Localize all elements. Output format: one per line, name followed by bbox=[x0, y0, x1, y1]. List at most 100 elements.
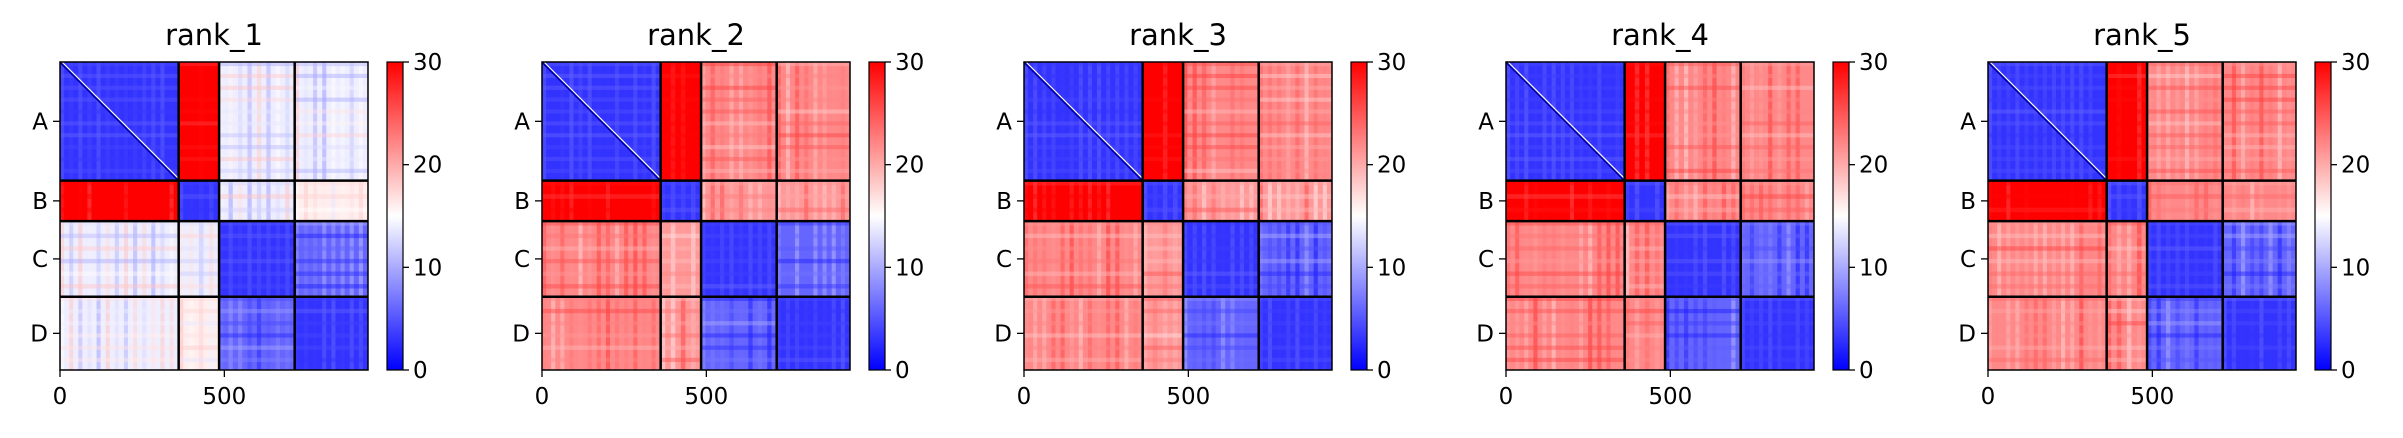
heatmap-texture bbox=[2106, 85, 2148, 90]
heatmap-texture bbox=[2106, 133, 2148, 138]
heatmap-texture bbox=[1740, 85, 1814, 90]
heatmap-texture bbox=[1542, 296, 1547, 370]
heatmap-texture bbox=[2165, 296, 2171, 370]
heatmap-texture bbox=[1665, 109, 1741, 114]
heatmap-texture bbox=[2106, 109, 2148, 114]
heatmap-texture bbox=[1740, 207, 1814, 213]
heatmap-texture bbox=[1024, 180, 1143, 186]
heatmap-texture bbox=[1211, 296, 1216, 370]
heatmap-texture bbox=[1721, 296, 1727, 370]
heatmap-texture bbox=[542, 109, 661, 114]
heatmap-texture bbox=[1624, 180, 1630, 222]
heatmap-texture bbox=[198, 180, 204, 222]
heatmap-texture bbox=[303, 296, 308, 370]
heatmap-texture bbox=[660, 333, 702, 338]
heatmap-texture bbox=[767, 296, 772, 370]
heatmap-texture bbox=[2231, 296, 2236, 370]
heatmap-texture bbox=[1258, 62, 1332, 67]
heatmap-texture bbox=[542, 345, 661, 350]
heatmap-texture bbox=[624, 62, 629, 181]
heatmap-texture bbox=[633, 180, 638, 222]
heatmap-texture bbox=[2042, 296, 2047, 370]
heatmap-texture bbox=[1142, 221, 1148, 297]
heatmap-texture bbox=[2213, 180, 2218, 222]
heatmap-texture bbox=[542, 271, 661, 276]
heatmap-texture bbox=[2147, 221, 2152, 297]
heatmap-texture bbox=[1024, 73, 1143, 79]
heatmap-texture bbox=[160, 221, 165, 297]
heatmap-texture bbox=[690, 221, 696, 297]
heatmap-texture bbox=[1997, 180, 2002, 222]
heatmap-texture bbox=[266, 296, 271, 370]
heatmap-texture bbox=[1286, 180, 1291, 222]
heatmap-texture bbox=[1665, 121, 1741, 126]
heatmap-texture bbox=[2222, 194, 2296, 199]
heatmap-texture bbox=[2175, 180, 2180, 222]
heatmap-texture bbox=[840, 62, 845, 181]
heatmap-texture bbox=[349, 296, 354, 370]
heatmap-texture bbox=[1665, 62, 1670, 181]
heatmap-texture bbox=[178, 333, 220, 338]
heatmap-texture bbox=[1183, 246, 1259, 251]
heatmap-texture bbox=[542, 246, 661, 251]
heatmap-texture bbox=[188, 296, 194, 370]
heatmap-texture bbox=[1665, 180, 1670, 222]
heatmap-texture bbox=[228, 180, 233, 222]
heatmap-texture bbox=[1042, 62, 1047, 181]
heatmap-texture bbox=[831, 62, 836, 181]
colorbar-tick-label: 20 bbox=[413, 153, 442, 179]
heatmap-texture bbox=[2156, 221, 2161, 297]
heatmap-texture bbox=[2241, 62, 2246, 181]
heatmap-texture bbox=[542, 180, 661, 186]
heatmap-texture bbox=[1749, 221, 1754, 297]
heatmap-texture bbox=[2147, 62, 2152, 181]
heatmap-texture bbox=[1988, 168, 2107, 173]
heatmap-texture bbox=[1249, 296, 1254, 370]
heatmap-texture bbox=[1712, 180, 1717, 222]
heatmap-texture bbox=[542, 62, 661, 67]
heatmap-texture bbox=[1024, 284, 1143, 289]
heatmap-texture bbox=[1097, 62, 1102, 181]
heatmap-texture bbox=[105, 296, 110, 370]
heatmap-texture bbox=[60, 296, 65, 370]
heatmap-texture bbox=[1258, 284, 1332, 289]
heatmap-texture bbox=[2175, 296, 2180, 370]
heatmap-texture bbox=[1192, 221, 1197, 297]
heatmap-texture bbox=[813, 221, 818, 297]
heatmap-texture bbox=[542, 85, 661, 90]
heatmap-texture bbox=[60, 271, 179, 276]
heatmap-texture bbox=[2222, 296, 2296, 301]
heatmap-texture bbox=[2079, 180, 2084, 222]
heatmap-texture bbox=[1024, 121, 1143, 126]
heatmap-texture bbox=[294, 97, 368, 102]
heatmap-texture bbox=[303, 221, 308, 297]
heatmap-texture bbox=[795, 221, 800, 297]
heatmap-texture bbox=[178, 345, 220, 350]
heatmap-texture bbox=[2277, 180, 2282, 222]
heatmap-texture bbox=[2241, 180, 2246, 222]
heatmap-texture bbox=[701, 271, 777, 276]
heatmap-texture bbox=[1524, 221, 1529, 297]
heatmap-texture bbox=[1615, 180, 1620, 222]
heatmap-texture bbox=[114, 296, 119, 370]
heatmap-texture bbox=[831, 221, 836, 297]
heatmap-texture bbox=[1024, 97, 1143, 102]
chain-label-b: B bbox=[1960, 189, 1976, 215]
heatmap-texture bbox=[60, 333, 179, 338]
heatmap-texture bbox=[1644, 180, 1650, 222]
heatmap-texture bbox=[2147, 308, 2223, 314]
heatmap-texture bbox=[2006, 180, 2011, 222]
heatmap-texture bbox=[96, 221, 101, 297]
heatmap-texture bbox=[60, 357, 179, 363]
heatmap-texture bbox=[294, 221, 368, 226]
heatmap-texture bbox=[266, 180, 271, 222]
heatmap-texture bbox=[2286, 221, 2291, 297]
axes-frame bbox=[1505, 61, 1815, 371]
heatmap-texture bbox=[785, 221, 790, 297]
heatmap-texture bbox=[2222, 145, 2296, 150]
heatmap-texture bbox=[1665, 133, 1741, 138]
heatmap-texture bbox=[776, 246, 850, 251]
heatmap-texture bbox=[804, 62, 809, 181]
heatmap-texture bbox=[2136, 221, 2142, 297]
heatmap-texture bbox=[624, 296, 629, 370]
